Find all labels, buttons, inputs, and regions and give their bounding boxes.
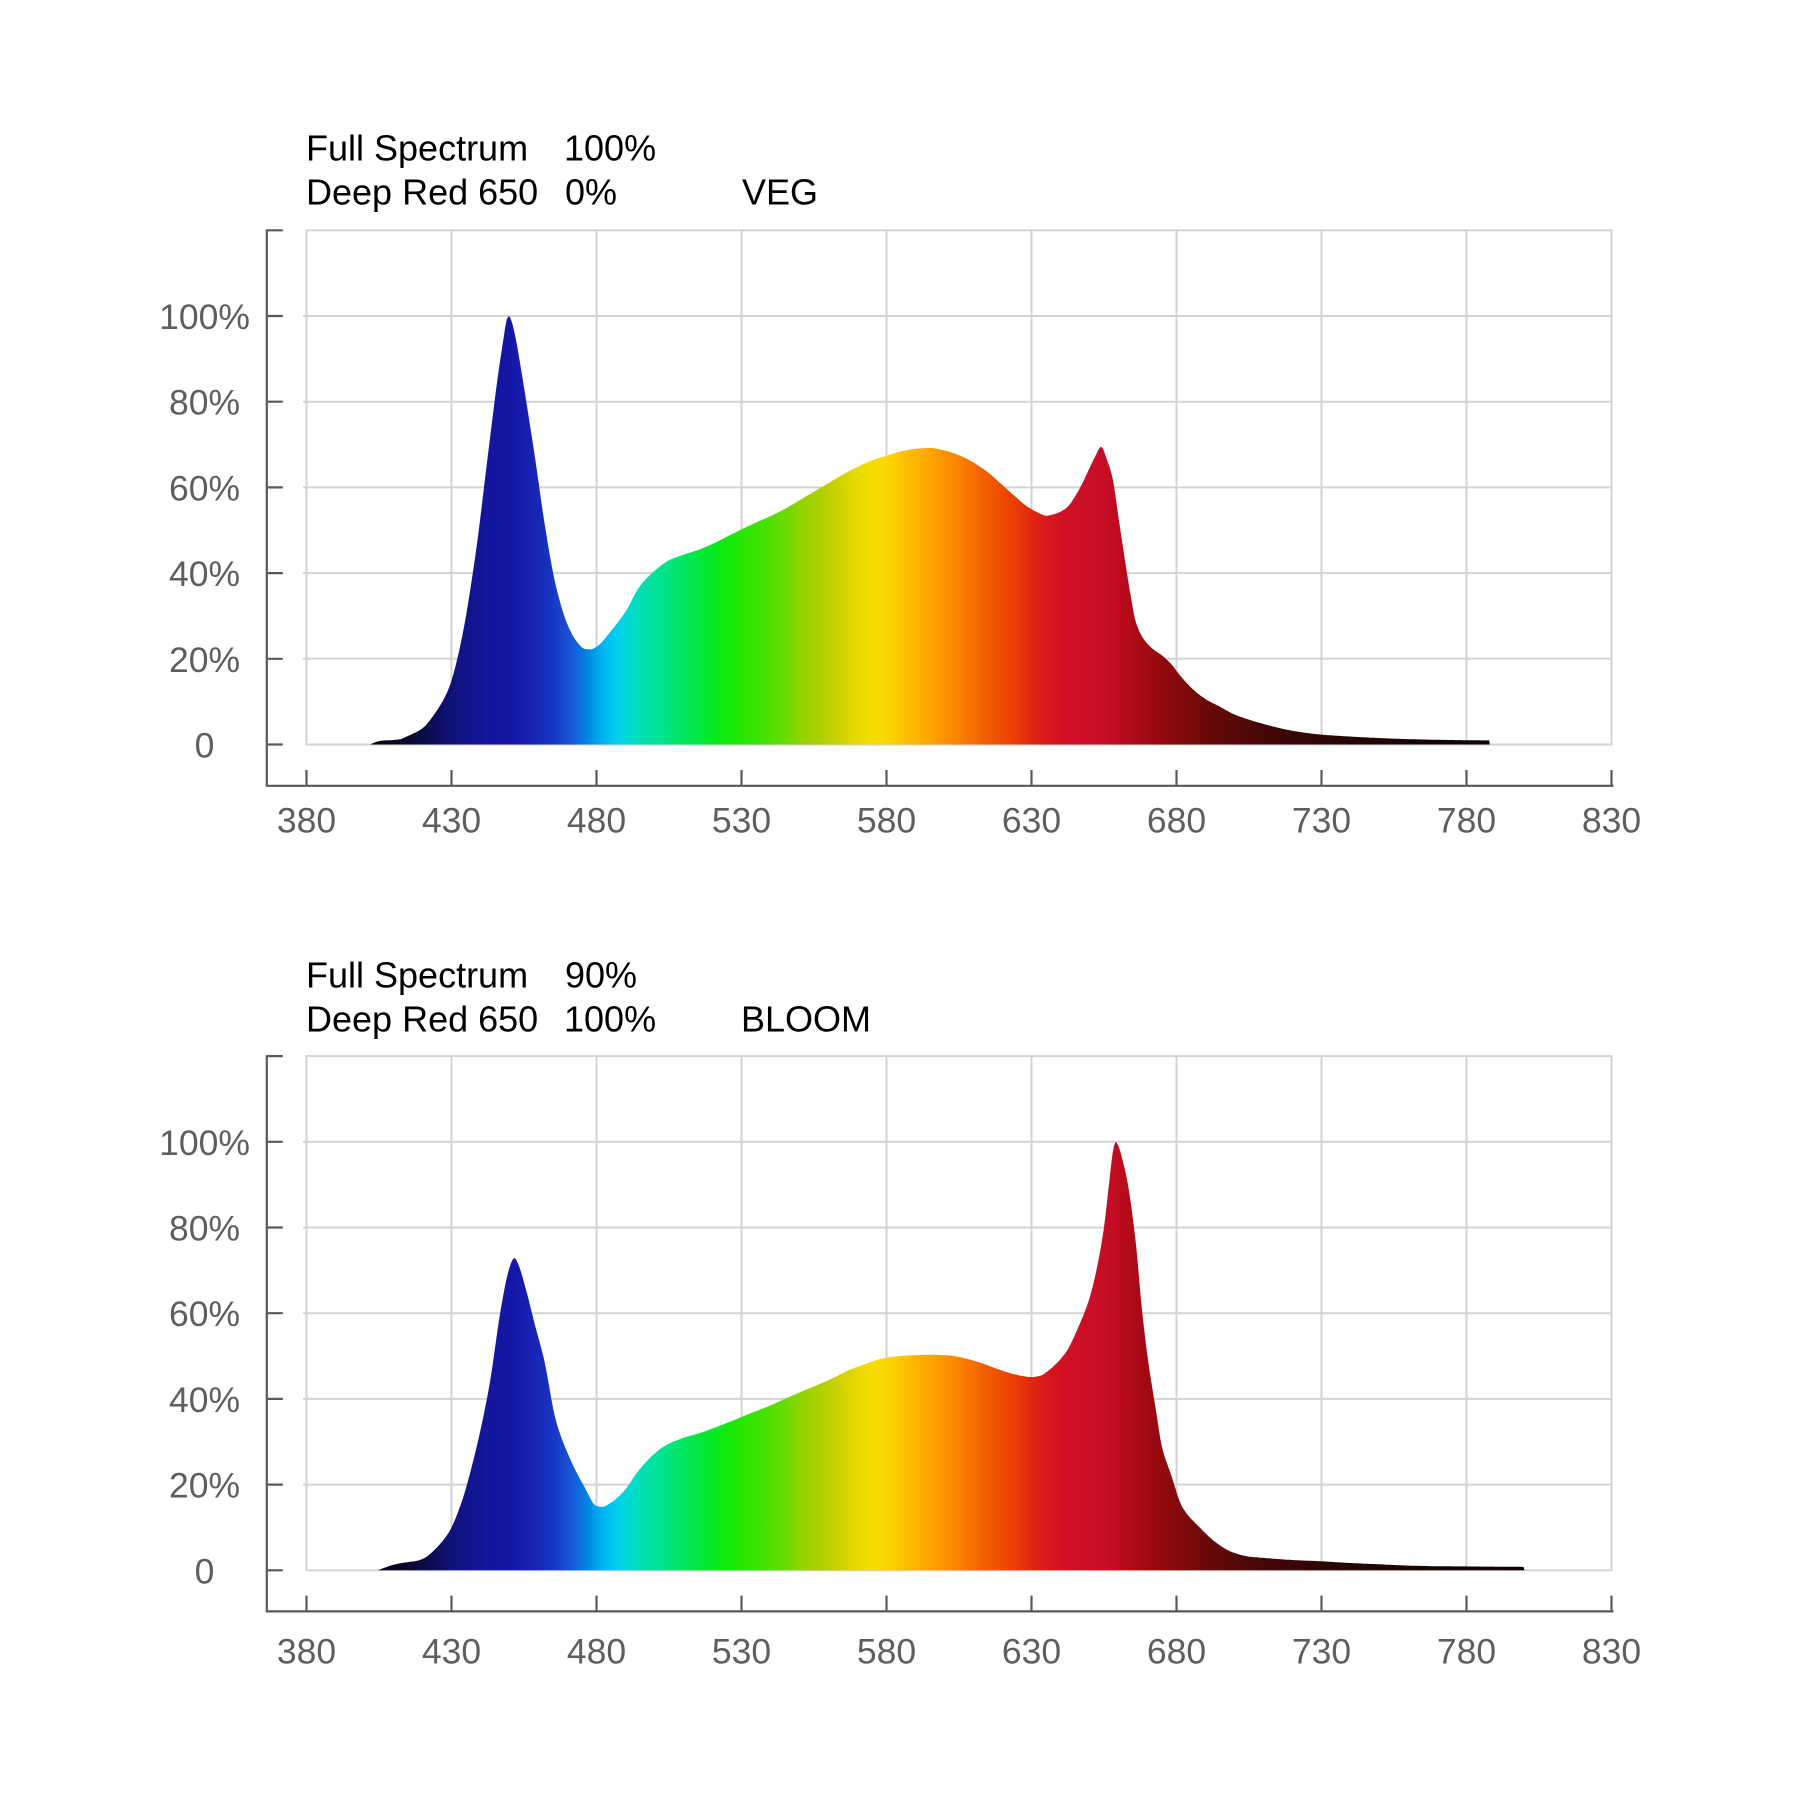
svg-text:830: 830 bbox=[1582, 1632, 1641, 1672]
svg-text:90%: 90% bbox=[565, 955, 637, 996]
svg-text:780: 780 bbox=[1437, 801, 1496, 841]
svg-text:380: 380 bbox=[277, 801, 336, 841]
svg-text:430: 430 bbox=[422, 801, 481, 841]
svg-text:730: 730 bbox=[1292, 1632, 1351, 1672]
svg-text:100%: 100% bbox=[159, 297, 250, 337]
svg-text:Deep Red 650: Deep Red 650 bbox=[306, 172, 538, 213]
svg-text:20%: 20% bbox=[169, 1466, 240, 1506]
svg-text:630: 630 bbox=[1002, 1632, 1061, 1672]
svg-text:630: 630 bbox=[1002, 801, 1061, 841]
svg-text:0: 0 bbox=[195, 726, 215, 766]
svg-text:530: 530 bbox=[712, 801, 771, 841]
svg-text:0: 0 bbox=[195, 1551, 215, 1591]
svg-text:60%: 60% bbox=[169, 1294, 240, 1334]
svg-text:VEG: VEG bbox=[742, 172, 818, 213]
svg-text:40%: 40% bbox=[169, 1380, 240, 1420]
svg-text:680: 680 bbox=[1147, 801, 1206, 841]
svg-text:Full Spectrum: Full Spectrum bbox=[306, 128, 528, 169]
svg-text:40%: 40% bbox=[169, 554, 240, 594]
svg-text:Full Spectrum: Full Spectrum bbox=[306, 955, 528, 996]
svg-text:100%: 100% bbox=[564, 999, 656, 1040]
svg-text:80%: 80% bbox=[169, 383, 240, 423]
svg-text:430: 430 bbox=[422, 1632, 481, 1672]
svg-text:680: 680 bbox=[1147, 1632, 1206, 1672]
svg-text:780: 780 bbox=[1437, 1632, 1496, 1672]
svg-text:80%: 80% bbox=[169, 1209, 240, 1249]
svg-text:580: 580 bbox=[857, 1632, 916, 1672]
svg-text:830: 830 bbox=[1582, 801, 1641, 841]
svg-text:480: 480 bbox=[567, 1632, 626, 1672]
svg-text:60%: 60% bbox=[169, 468, 240, 508]
svg-text:20%: 20% bbox=[169, 640, 240, 680]
svg-text:100%: 100% bbox=[159, 1123, 250, 1163]
svg-text:BLOOM: BLOOM bbox=[741, 999, 871, 1040]
svg-text:Deep Red 650: Deep Red 650 bbox=[306, 999, 538, 1040]
svg-text:0%: 0% bbox=[565, 172, 617, 213]
svg-text:380: 380 bbox=[277, 1632, 336, 1672]
svg-text:480: 480 bbox=[567, 801, 626, 841]
svg-text:580: 580 bbox=[857, 801, 916, 841]
svg-text:730: 730 bbox=[1292, 801, 1351, 841]
svg-text:100%: 100% bbox=[564, 128, 656, 169]
svg-text:530: 530 bbox=[712, 1632, 771, 1672]
